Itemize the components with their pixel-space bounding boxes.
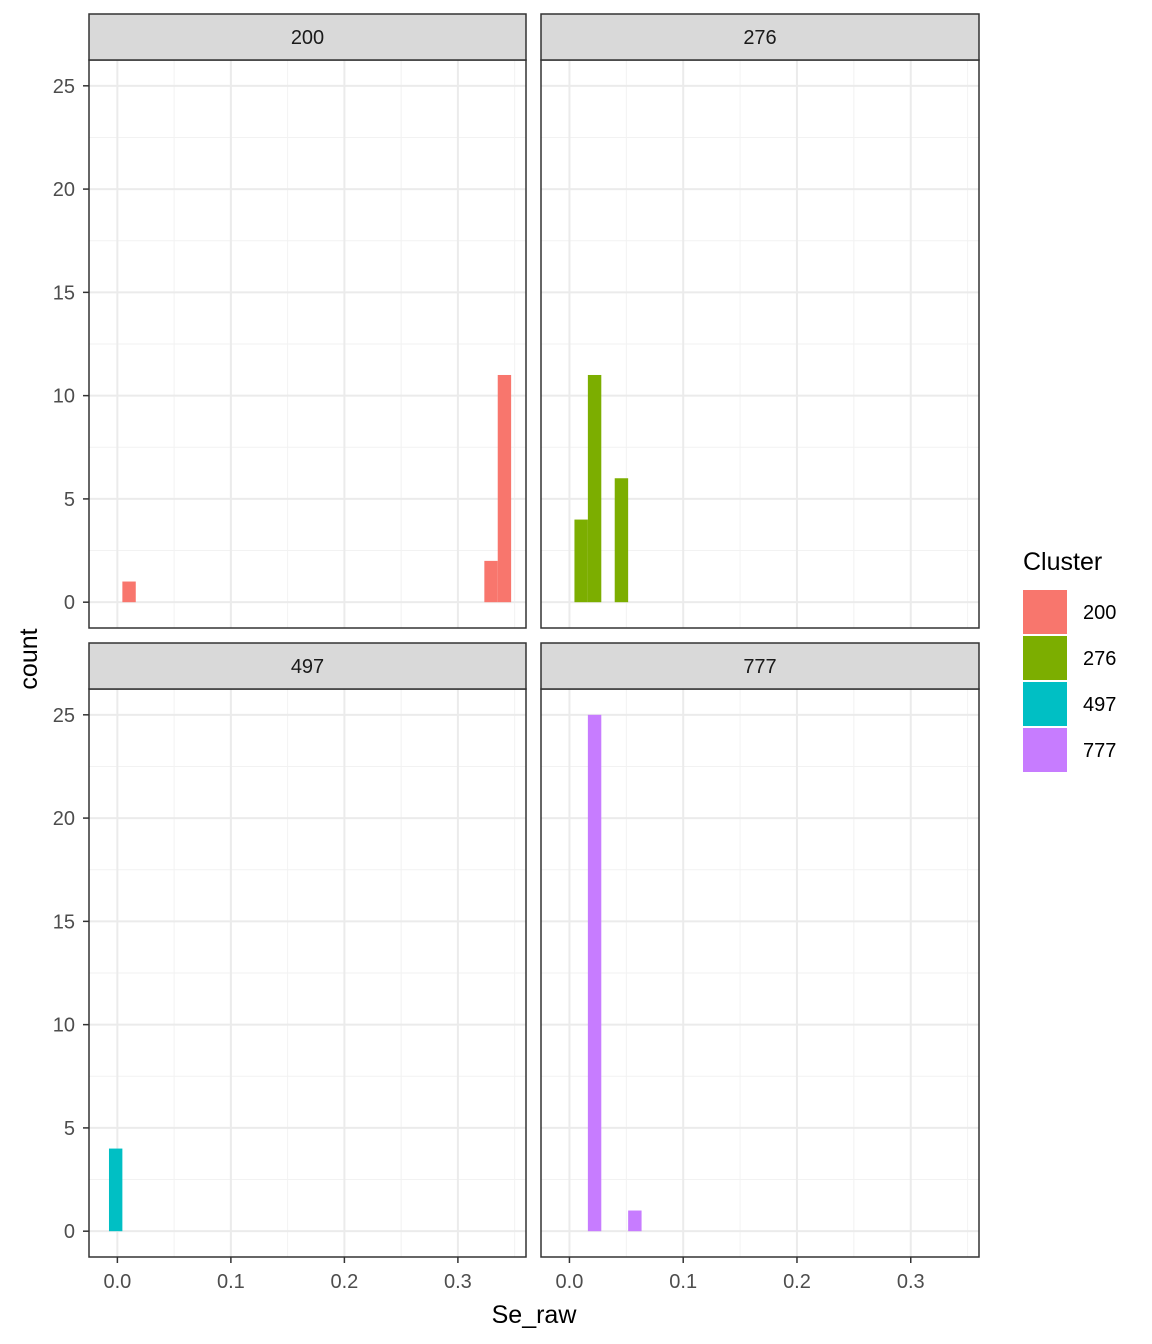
x-tick-label: 0.2 <box>330 1271 358 1293</box>
x-tick-label: 0.1 <box>217 1271 245 1293</box>
x-tick-label: 0.0 <box>103 1271 131 1293</box>
y-tick-label: 5 <box>64 1118 75 1140</box>
facet-strip <box>540 642 980 690</box>
y-tick-label: 15 <box>53 911 75 933</box>
legend-key <box>1023 682 1067 726</box>
legend-key <box>1023 590 1067 634</box>
legend: Cluster 200 276 497 777 <box>1023 548 1116 772</box>
x-tick-label: 0.3 <box>444 1271 472 1293</box>
legend-label: 497 <box>1083 694 1116 716</box>
y-tick-label: 25 <box>53 76 75 98</box>
y-tick-label: 20 <box>53 179 75 201</box>
y-tick-label: 25 <box>53 705 75 727</box>
facet-strip-label: 200 <box>291 27 324 49</box>
histogram-bar <box>497 374 512 603</box>
y-tick-label: 10 <box>53 1015 75 1037</box>
panel-497: 497 <box>88 642 527 1258</box>
histogram-bar <box>108 1148 123 1232</box>
x-tick-label: 0.2 <box>783 1271 811 1293</box>
histogram-bar <box>587 374 602 603</box>
y-tick-label: 5 <box>64 489 75 511</box>
histogram-bar <box>587 714 602 1232</box>
facet-strip-label: 777 <box>743 656 776 678</box>
facet-strip <box>88 13 527 61</box>
panel-200: 200 <box>88 13 527 629</box>
y-tick-label: 0 <box>64 592 75 614</box>
x-tick-label: 0.3 <box>897 1271 925 1293</box>
facet-strip <box>540 13 980 61</box>
y-tick-label: 15 <box>53 282 75 304</box>
histogram-bar <box>122 581 136 603</box>
legend-key <box>1023 728 1067 772</box>
y-tick-label: 20 <box>53 808 75 830</box>
facet-strip-label: 276 <box>743 27 776 49</box>
y-tick-label: 0 <box>64 1221 75 1243</box>
legend-label: 777 <box>1083 740 1116 762</box>
legend-key <box>1023 636 1067 680</box>
facet-strip <box>88 642 527 690</box>
y-axis-title: count <box>15 628 43 689</box>
legend-title: Cluster <box>1023 548 1102 576</box>
y-tick-label: 10 <box>53 386 75 408</box>
x-tick-label: 0.1 <box>669 1271 697 1293</box>
histogram-bar <box>484 560 498 603</box>
histogram-bar <box>574 519 588 603</box>
histogram-bar <box>614 478 629 603</box>
legend-label: 200 <box>1083 602 1116 624</box>
histogram-bar <box>628 1210 642 1232</box>
x-axis-title: Se_raw <box>492 1301 578 1329</box>
panel-276: 276 <box>540 13 980 629</box>
panel-777: 777 <box>540 642 980 1258</box>
facet-strip-label: 497 <box>291 656 324 678</box>
x-tick-label: 0.0 <box>556 1271 584 1293</box>
legend-label: 276 <box>1083 648 1116 670</box>
